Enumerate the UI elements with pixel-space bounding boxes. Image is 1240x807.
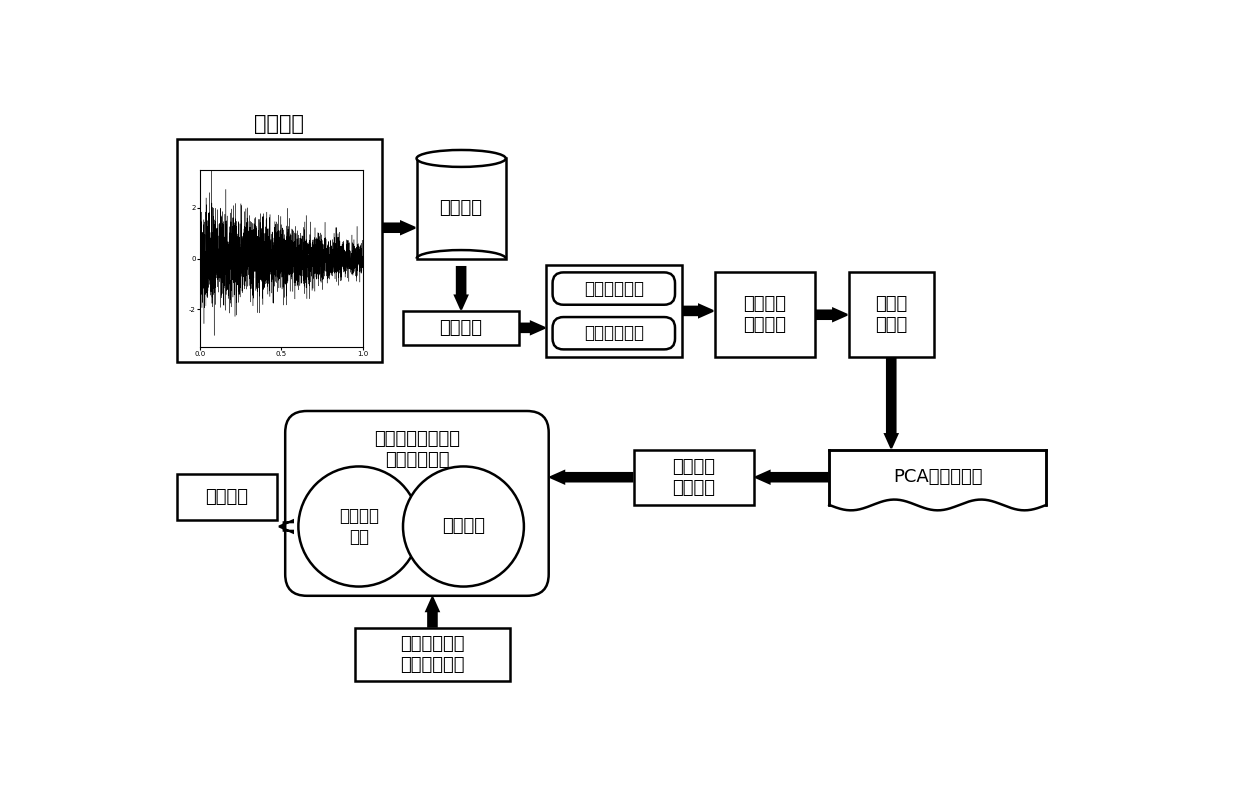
Text: 振动信号: 振动信号: [254, 114, 304, 134]
Text: 动态概率
模型: 动态概率 模型: [339, 507, 379, 546]
Text: 存储数据: 存储数据: [440, 199, 482, 218]
Polygon shape: [521, 322, 544, 334]
Text: 标准化和
滑移处理: 标准化和 滑移处理: [744, 295, 786, 334]
Text: 衰退性能
指标序列: 衰退性能 指标序列: [672, 458, 715, 496]
Text: 时间延迟和嵌
入维数的选择: 时间延迟和嵌 入维数的选择: [401, 635, 465, 674]
Polygon shape: [885, 358, 898, 448]
FancyBboxPatch shape: [553, 273, 675, 305]
Polygon shape: [383, 222, 415, 234]
Polygon shape: [455, 267, 467, 309]
Text: 时域特征指标: 时域特征指标: [584, 279, 644, 298]
Circle shape: [299, 466, 419, 587]
Bar: [355, 628, 510, 680]
Circle shape: [403, 466, 523, 587]
Bar: [714, 273, 816, 358]
Bar: [830, 449, 1047, 512]
Text: 平均寿命: 平均寿命: [206, 488, 248, 506]
Text: 原始特
征矩阵: 原始特 征矩阵: [875, 295, 908, 334]
Bar: [417, 158, 506, 258]
Bar: [634, 449, 754, 505]
Text: 频域特征指标: 频域特征指标: [584, 324, 644, 342]
Bar: [403, 311, 520, 345]
Polygon shape: [279, 521, 293, 533]
Bar: [176, 139, 382, 362]
FancyBboxPatch shape: [553, 317, 675, 349]
Text: 海量数据: 海量数据: [440, 319, 482, 337]
Polygon shape: [683, 305, 713, 317]
Bar: [547, 265, 682, 358]
Ellipse shape: [417, 150, 506, 167]
Text: 相似对比: 相似对比: [441, 517, 485, 536]
Text: 基于相空间重构的
寿命预测模型: 基于相空间重构的 寿命预测模型: [374, 430, 460, 469]
Text: PCA多特征融合: PCA多特征融合: [893, 468, 982, 487]
Polygon shape: [427, 597, 439, 626]
Polygon shape: [755, 471, 828, 483]
Polygon shape: [551, 471, 632, 483]
Bar: [848, 273, 934, 358]
FancyBboxPatch shape: [285, 411, 549, 596]
Bar: [176, 475, 278, 521]
Polygon shape: [817, 308, 847, 321]
